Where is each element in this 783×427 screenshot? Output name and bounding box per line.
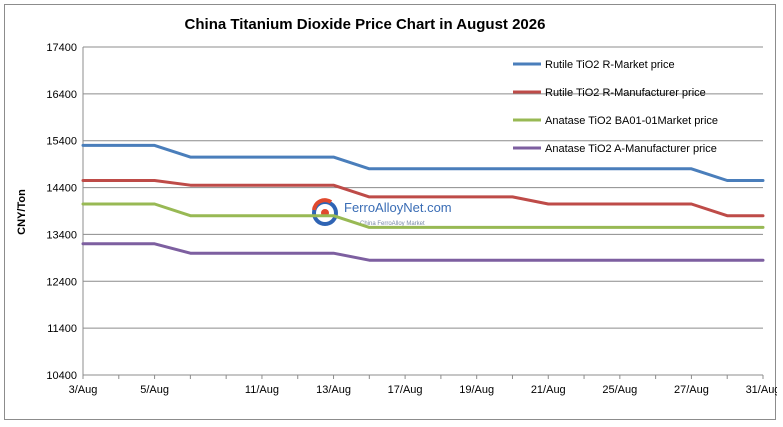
axes (82, 47, 763, 376)
legend-label: Rutile TiO2 R-Manufacturer price (545, 87, 706, 99)
line-chart: China Titanium Dioxide Price Chart in Au… (16, 16, 777, 396)
x-tick-label: 25/Aug (602, 384, 637, 396)
y-tick-label: 11400 (47, 323, 77, 335)
watermark-tagline: China FerroAlloy Market (360, 221, 425, 227)
y-tick-label: 10400 (46, 370, 77, 382)
y-tick-label: 13400 (46, 229, 77, 241)
legend-label: Rutile TiO2 R-Market price (545, 59, 675, 71)
chart-title: China Titanium Dioxide Price Chart in Au… (185, 16, 546, 33)
legend-label: Anatase TiO2 BA01-01Market price (545, 115, 718, 127)
y-tick-labels: 17400 16400 15400 14400 13400 12400 11400 10400 (46, 42, 77, 382)
chart-frame: China Titanium Dioxide Price Chart in Au… (4, 4, 777, 420)
gridlines (83, 46, 763, 376)
x-tick-label: 31/Aug (746, 384, 777, 396)
x-tick-label: 17/Aug (388, 384, 423, 396)
y-tick-label: 12400 (46, 276, 77, 288)
series-line-1 (81, 143, 765, 182)
x-tick-label: 3/Aug (69, 384, 98, 396)
series-line-4 (81, 242, 765, 262)
x-tick-label: 19/Aug (459, 384, 494, 396)
series-lines (81, 143, 765, 262)
y-axis-label: CNY/Ton (16, 189, 28, 235)
x-tick-label: 5/Aug (140, 384, 169, 396)
y-tick-label: 16400 (46, 89, 77, 101)
y-tick-label: 14400 (46, 183, 77, 195)
series-line-2 (81, 179, 765, 218)
y-tick-label: 15400 (46, 136, 77, 148)
watermark: FerroAlloyNet.com China FerroAlloy Marke… (312, 198, 452, 227)
x-tick-labels: 3/Aug 5/Aug 11/Aug 13/Aug 17/Aug 19/Aug 21/Aug… (69, 375, 777, 396)
x-tick-label: 13/Aug (316, 384, 351, 396)
watermark-brand: FerroAlloyNet.com (344, 200, 452, 215)
x-tick-label: 21/Aug (531, 384, 566, 396)
legend: Rutile TiO2 R-Market price Rutile TiO2 R-… (513, 59, 718, 155)
x-tick-label: 27/Aug (674, 384, 709, 396)
x-tick-label: 11/Aug (245, 384, 279, 396)
y-tick-label: 17400 (46, 42, 77, 54)
ferroalloynet-logo-icon (312, 198, 338, 226)
series-line-3 (81, 202, 765, 229)
legend-label: Anatase TiO2 A-Manufacturer price (545, 143, 717, 155)
